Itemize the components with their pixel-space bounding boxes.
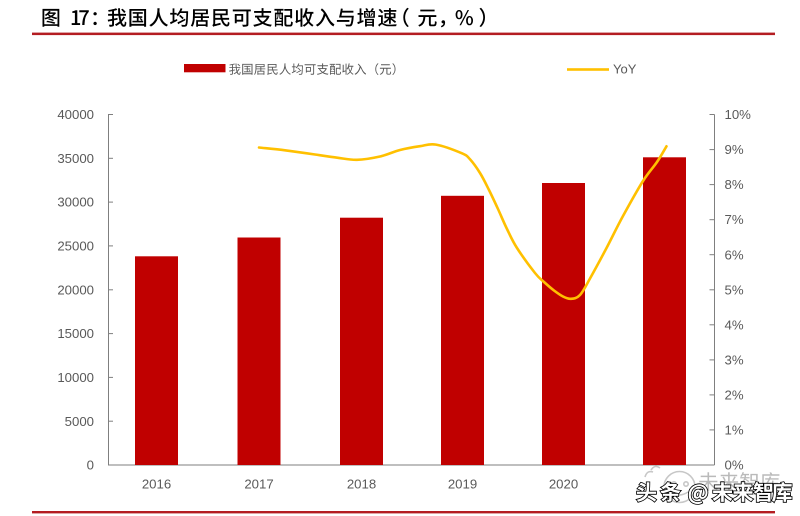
svg-text:3%: 3% bbox=[725, 353, 744, 368]
svg-text:1%: 1% bbox=[725, 423, 744, 438]
svg-text:40000: 40000 bbox=[57, 107, 94, 122]
svg-text:10000: 10000 bbox=[57, 370, 94, 385]
svg-text:35000: 35000 bbox=[57, 151, 94, 166]
svg-text:7%: 7% bbox=[725, 212, 744, 227]
svg-text:6%: 6% bbox=[725, 247, 744, 262]
svg-text:0%: 0% bbox=[725, 458, 744, 473]
svg-text:2020: 2020 bbox=[549, 477, 578, 492]
svg-text:15000: 15000 bbox=[57, 326, 94, 341]
svg-text:20000: 20000 bbox=[57, 282, 94, 297]
svg-text:2019: 2019 bbox=[448, 477, 477, 492]
svg-text:9%: 9% bbox=[725, 142, 744, 157]
svg-text:5%: 5% bbox=[725, 282, 744, 297]
svg-text:0: 0 bbox=[87, 458, 94, 473]
svg-text:8%: 8% bbox=[725, 177, 744, 192]
svg-text:25000: 25000 bbox=[57, 239, 94, 254]
svg-text:4%: 4% bbox=[725, 317, 744, 332]
svg-text:2%: 2% bbox=[725, 388, 744, 403]
svg-text:YoY: YoY bbox=[613, 62, 637, 77]
svg-text:2017: 2017 bbox=[244, 477, 273, 492]
svg-text:5000: 5000 bbox=[65, 414, 94, 429]
svg-text:10%: 10% bbox=[725, 107, 752, 122]
svg-text:2016: 2016 bbox=[142, 477, 171, 492]
svg-text:2018: 2018 bbox=[347, 477, 376, 492]
svg-text:30000: 30000 bbox=[57, 195, 94, 210]
